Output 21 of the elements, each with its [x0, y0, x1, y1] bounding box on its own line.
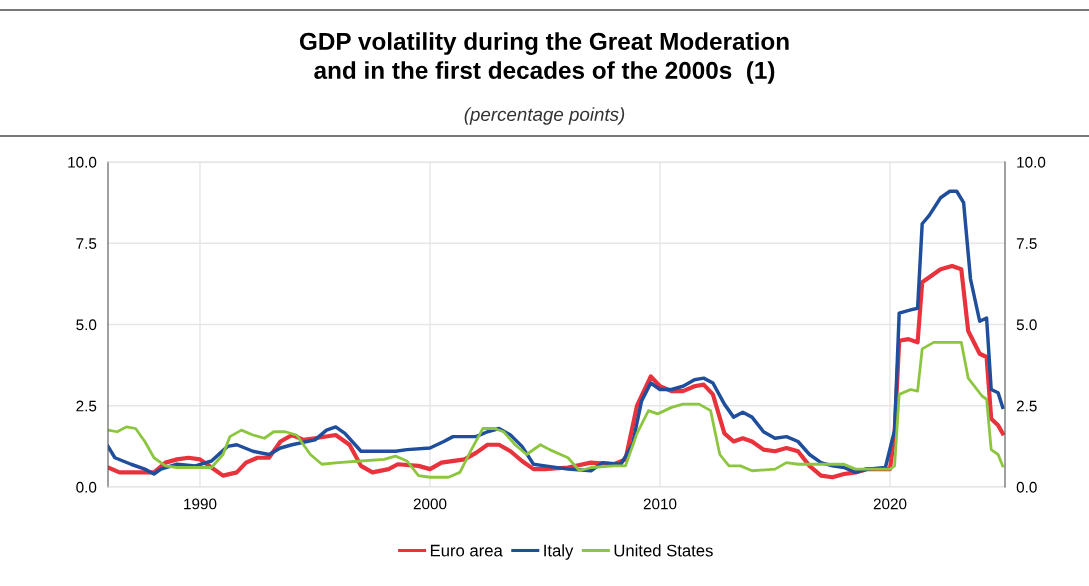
legend-label: Euro area	[430, 544, 503, 557]
legend-label: United States	[614, 544, 713, 557]
y-tick-label: 10.0	[68, 156, 97, 168]
x-tick-label: 2000	[413, 498, 447, 510]
x-tick-label: 2020	[873, 498, 907, 510]
x-tick-label: 2010	[643, 498, 677, 510]
y-tick-label: 0.0	[76, 481, 97, 493]
y-tick-label: 7.5	[76, 238, 97, 249]
line-series	[108, 189, 1005, 476]
y2-tick-label: 0.0	[1016, 481, 1037, 493]
y2-tick-label: 10.0	[1017, 156, 1046, 168]
chart-subtitle: (percentage points)	[464, 107, 625, 125]
legend-label: Italy	[544, 544, 574, 560]
y-tick-label: 5.0	[76, 319, 97, 331]
y-tick-label: 2.5	[76, 400, 97, 412]
x-tick-label: 1990	[184, 498, 217, 510]
y2-tick-label: 7.5	[1016, 238, 1037, 249]
chart-title: GDP volatility during the Great Moderation and in the first decades of the 2000s (1)	[299, 32, 789, 84]
y2-tick-label: 5.0	[1016, 319, 1037, 331]
y2-tick-label: 2.5	[1016, 400, 1037, 412]
line-series	[108, 340, 1005, 479]
